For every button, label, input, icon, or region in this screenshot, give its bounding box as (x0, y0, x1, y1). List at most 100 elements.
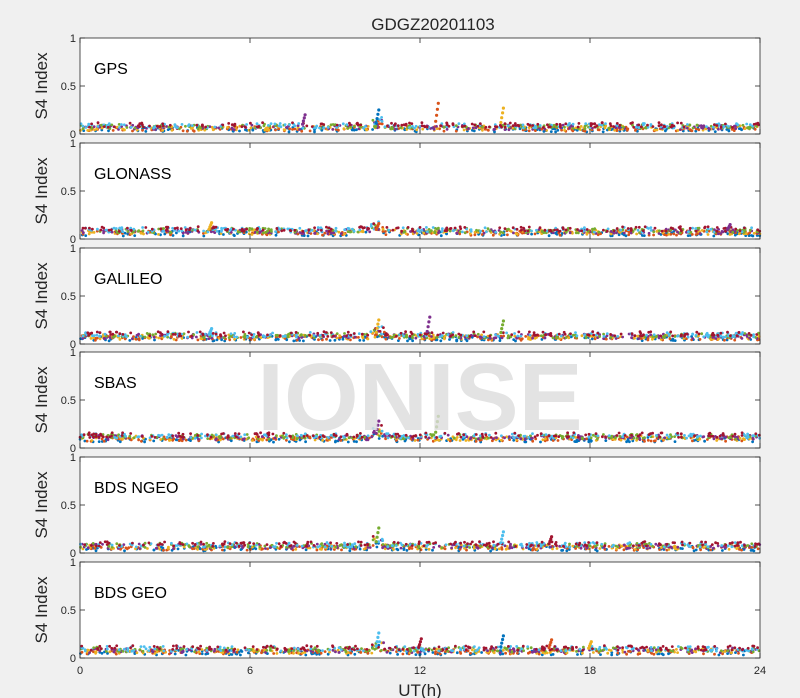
data-point (377, 437, 381, 440)
data-point (369, 330, 373, 333)
data-point (232, 227, 235, 231)
data-point (265, 233, 269, 237)
data-point (593, 125, 597, 129)
data-point (745, 122, 749, 126)
data-point (716, 232, 720, 236)
data-point (120, 434, 124, 437)
y-tick-label: 0.5 (61, 291, 76, 303)
data-point (476, 332, 480, 336)
data-point (664, 227, 668, 231)
data-point (591, 330, 595, 334)
data-point (487, 128, 490, 132)
data-point (110, 123, 114, 127)
data-point (676, 545, 680, 549)
data-point (679, 432, 683, 436)
data-point (370, 223, 373, 226)
data-point (102, 231, 105, 235)
data-point (695, 330, 699, 334)
data-point (153, 436, 157, 439)
data-point (366, 337, 370, 341)
data-point (715, 439, 719, 442)
data-point (734, 437, 738, 441)
data-point (228, 338, 232, 342)
data-point (630, 332, 634, 335)
data-point (391, 228, 395, 232)
data-point (481, 229, 485, 233)
data-point (615, 434, 619, 437)
data-point (99, 228, 103, 232)
data-point (615, 122, 619, 125)
data-point (702, 335, 706, 339)
data-point (195, 331, 199, 334)
data-point (468, 335, 472, 338)
data-point (641, 229, 645, 233)
spike-point (728, 223, 732, 227)
data-point (510, 333, 514, 337)
data-point (738, 229, 742, 233)
data-point (173, 123, 177, 127)
data-point (398, 337, 401, 340)
data-point (243, 125, 247, 129)
data-point (535, 547, 539, 551)
data-point (560, 128, 563, 132)
y-tick-label: 0 (70, 129, 76, 141)
data-point (265, 126, 268, 130)
spike-point (500, 116, 504, 120)
data-point (342, 334, 346, 338)
data-point (246, 335, 249, 339)
data-point (403, 439, 407, 443)
data-point (559, 123, 562, 127)
data-point (458, 225, 462, 229)
data-point (488, 229, 492, 233)
data-point (293, 124, 297, 128)
data-point (735, 334, 739, 337)
data-point (679, 334, 683, 338)
data-point (380, 120, 384, 123)
data-point (180, 337, 184, 340)
data-point (123, 549, 126, 553)
plot-area (80, 143, 760, 239)
data-point (176, 226, 179, 230)
data-point (385, 226, 389, 229)
data-point (421, 127, 425, 131)
panel-label: GALILEO (94, 271, 162, 288)
data-point (308, 333, 311, 337)
data-point (695, 435, 699, 439)
data-point (87, 431, 91, 435)
data-point (612, 229, 616, 233)
data-point (141, 128, 144, 132)
data-point (510, 230, 513, 233)
data-point (709, 434, 713, 438)
data-point (644, 126, 647, 130)
data-point (568, 122, 571, 125)
data-point (662, 125, 666, 128)
spike-point (500, 327, 504, 331)
data-point (691, 226, 694, 230)
data-point (712, 546, 715, 550)
data-point (366, 333, 370, 337)
data-point (326, 335, 330, 338)
data-point (612, 125, 615, 128)
data-point (90, 433, 93, 437)
data-point (201, 124, 204, 128)
data-point (590, 337, 594, 341)
data-point (750, 542, 754, 546)
data-point (425, 332, 428, 336)
data-point (404, 232, 408, 236)
data-point (628, 436, 632, 440)
data-point (719, 331, 723, 335)
y-tick-label: 0.5 (61, 81, 76, 93)
spike-point (435, 113, 439, 117)
data-point (153, 338, 156, 342)
data-point (639, 125, 643, 129)
data-point (408, 121, 411, 125)
data-point (141, 435, 144, 438)
data-point (530, 232, 533, 236)
data-point (519, 225, 523, 229)
data-point (296, 232, 300, 236)
data-point (629, 231, 633, 235)
data-point (498, 226, 502, 230)
data-point (251, 335, 255, 339)
data-point (168, 123, 172, 127)
data-point (682, 337, 686, 340)
